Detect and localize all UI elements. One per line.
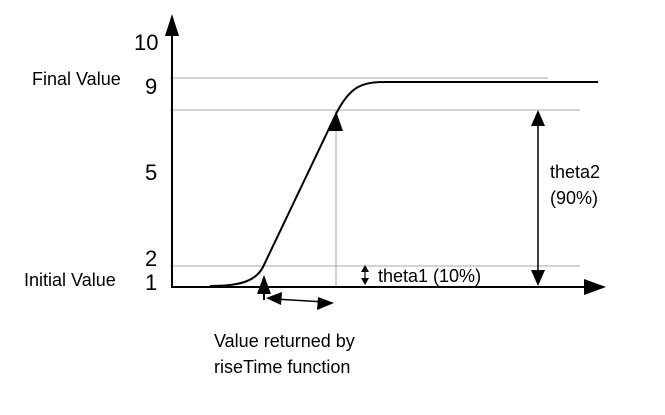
- response-curve: [209, 81, 387, 287]
- theta1-top-arrowhead: [361, 265, 369, 272]
- caption-line-2: riseTime function: [214, 357, 350, 377]
- caption-line-1: Value returned by: [214, 331, 355, 351]
- ten-percent-marker-arrow: [257, 275, 271, 294]
- theta2-bottom-arrowhead: [531, 270, 545, 286]
- ninety-percent-marker-arrow: [329, 111, 343, 131]
- theta2-percent-label: (90%): [550, 188, 598, 208]
- rise-time-left-arrowhead: [266, 292, 282, 305]
- rise-time-span-line: [274, 298, 326, 303]
- theta2-top-arrowhead: [531, 110, 545, 126]
- theta2-label: theta2: [550, 162, 600, 182]
- y-tick-10: 10: [134, 30, 158, 55]
- initial-value-label: Initial Value: [24, 270, 116, 290]
- final-value-label: Final Value: [32, 69, 121, 89]
- rise-time-right-arrowhead: [317, 297, 334, 310]
- y-tick-2: 2: [145, 246, 157, 271]
- y-tick-1: 1: [145, 270, 157, 295]
- theta1-label: theta1 (10%): [378, 266, 481, 286]
- y-tick-9: 9: [145, 74, 157, 99]
- y-axis-arrowhead: [165, 14, 179, 36]
- theta1-bottom-arrowhead: [361, 278, 369, 285]
- x-axis-arrowhead: [584, 279, 606, 295]
- y-tick-5: 5: [145, 160, 157, 185]
